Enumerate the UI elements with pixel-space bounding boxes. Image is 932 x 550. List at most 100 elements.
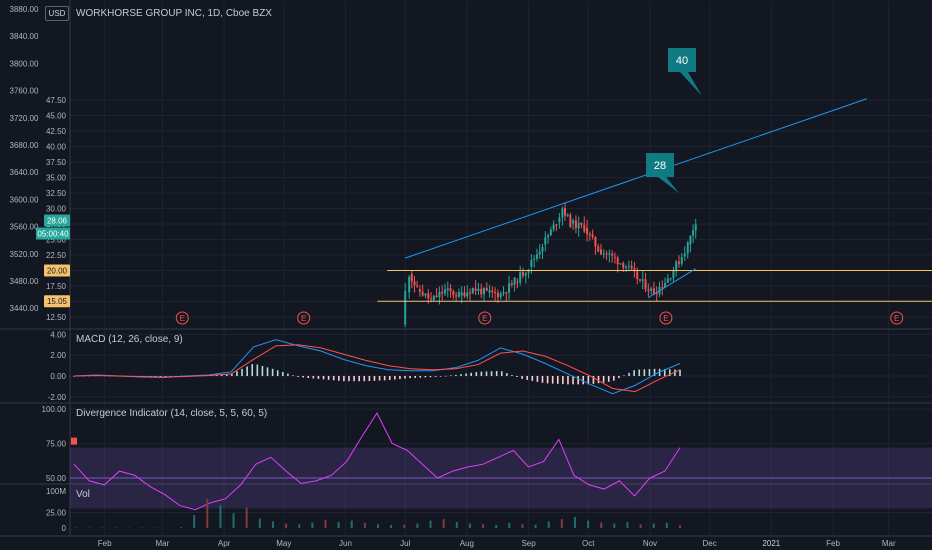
macd-histogram-bar bbox=[638, 369, 641, 376]
candle-body bbox=[452, 291, 455, 296]
macd-histogram-bar bbox=[322, 376, 325, 380]
earnings-marker-label: E bbox=[301, 314, 306, 323]
macd-histogram-bar bbox=[429, 376, 432, 378]
macd-histogram-bar bbox=[276, 370, 279, 376]
volume-bar bbox=[639, 524, 642, 528]
volume-bar bbox=[665, 522, 668, 528]
secondary-tick-label: 3560.00 bbox=[10, 223, 39, 232]
candle-body bbox=[457, 292, 460, 297]
candle-body bbox=[558, 217, 561, 223]
candle-body bbox=[594, 236, 597, 247]
macd-histogram-bar bbox=[475, 372, 478, 376]
candle-body bbox=[505, 292, 508, 294]
macd-histogram-bar bbox=[567, 376, 569, 385]
price-tick-label: 40.00 bbox=[46, 143, 67, 152]
macd-histogram-bar bbox=[648, 369, 651, 376]
x-tick-label: Sep bbox=[521, 539, 536, 548]
volume-bar bbox=[587, 520, 590, 528]
candle-body bbox=[680, 257, 683, 264]
candle-body bbox=[538, 251, 541, 255]
x-tick-label: Mar bbox=[156, 539, 170, 548]
support-low-badge-bg bbox=[44, 295, 70, 308]
candle-body bbox=[496, 292, 499, 298]
candle-body bbox=[608, 253, 611, 255]
earnings-marker bbox=[175, 311, 189, 325]
macd-histogram-bar bbox=[444, 375, 447, 377]
candle-body bbox=[597, 246, 600, 252]
macd-histogram-bar bbox=[582, 376, 585, 385]
candle-body bbox=[572, 220, 575, 224]
callout-28-shape bbox=[646, 153, 679, 193]
macd-histogram-bar bbox=[470, 372, 473, 376]
last-price-badge-bg bbox=[44, 214, 70, 227]
volume-pane-label: Vol bbox=[76, 489, 90, 500]
earnings-marker-label: E bbox=[482, 314, 487, 323]
volume-bar bbox=[679, 525, 681, 528]
candle-body bbox=[491, 290, 494, 293]
macd-histogram-bar bbox=[154, 376, 157, 377]
candle-body bbox=[427, 293, 430, 299]
volume-bar bbox=[219, 505, 222, 528]
candle-body bbox=[416, 285, 419, 287]
candle-body bbox=[430, 298, 433, 300]
x-tick-label: 2021 bbox=[762, 539, 780, 548]
candle-body bbox=[561, 208, 564, 218]
divergence-pane-label: Divergence Indicator (14, close, 5, 5, 6… bbox=[76, 408, 268, 419]
resistance-trendline bbox=[405, 98, 868, 259]
candle-body bbox=[516, 281, 519, 283]
volume-bar bbox=[455, 522, 458, 528]
candle-body bbox=[477, 288, 480, 291]
macd-histogram-bar bbox=[480, 371, 483, 376]
candle-body bbox=[460, 292, 463, 296]
volume-bar bbox=[258, 518, 261, 528]
currency-button[interactable]: USD bbox=[45, 6, 69, 21]
last-price-badge: 28.06 bbox=[47, 217, 68, 226]
candle-body bbox=[613, 256, 616, 258]
candle-body bbox=[432, 295, 435, 301]
secondary-tick-label: 3720.00 bbox=[10, 114, 39, 123]
macd-histogram-bar bbox=[287, 373, 289, 376]
macd-histogram-bar bbox=[236, 371, 238, 376]
macd-histogram-bar bbox=[490, 371, 493, 376]
price-tick-label: 32.50 bbox=[46, 189, 67, 198]
candle-body bbox=[443, 289, 446, 294]
macd-histogram-bar bbox=[572, 376, 574, 385]
candle-body bbox=[435, 295, 438, 298]
candle-body bbox=[446, 288, 449, 291]
x-tick-label: Oct bbox=[582, 539, 595, 548]
volume-bar bbox=[311, 522, 314, 528]
candle-body bbox=[652, 288, 655, 296]
macd-histogram-bar bbox=[246, 366, 248, 376]
macd-histogram-bar bbox=[628, 372, 630, 376]
candle-body bbox=[499, 293, 502, 298]
candle-body bbox=[664, 282, 667, 288]
volume-bar bbox=[180, 527, 183, 528]
macd-histogram-bar bbox=[500, 371, 503, 376]
candle-body bbox=[666, 278, 669, 283]
macd-histogram-bar bbox=[394, 376, 396, 380]
candle-body bbox=[683, 253, 686, 257]
candle-body bbox=[510, 283, 513, 285]
volume-bar bbox=[600, 522, 603, 528]
divergence-line bbox=[73, 412, 681, 511]
candle-body bbox=[508, 283, 511, 293]
macd-histogram-bar bbox=[602, 376, 605, 383]
macd-histogram-bar bbox=[225, 374, 228, 376]
macd-histogram-bar bbox=[485, 371, 488, 376]
candle-body bbox=[630, 265, 633, 269]
macd-histogram-bar bbox=[332, 376, 335, 381]
candle-body bbox=[647, 289, 650, 291]
macd-histogram-bar bbox=[562, 376, 564, 385]
macd-histogram-bar bbox=[597, 376, 600, 384]
volume-bar bbox=[377, 524, 379, 528]
candle-body bbox=[605, 253, 608, 255]
macd-histogram-bar bbox=[511, 375, 513, 376]
macd-histogram-bar bbox=[363, 376, 366, 382]
candle-body bbox=[633, 268, 636, 272]
secondary-tick-label: 3480.00 bbox=[10, 277, 39, 286]
symbol-title: WORKHORSE GROUP INC, 1D, Cboe BZX bbox=[76, 8, 272, 19]
candle-body bbox=[421, 291, 424, 296]
candle-body bbox=[527, 269, 530, 274]
candle-body bbox=[625, 266, 628, 269]
